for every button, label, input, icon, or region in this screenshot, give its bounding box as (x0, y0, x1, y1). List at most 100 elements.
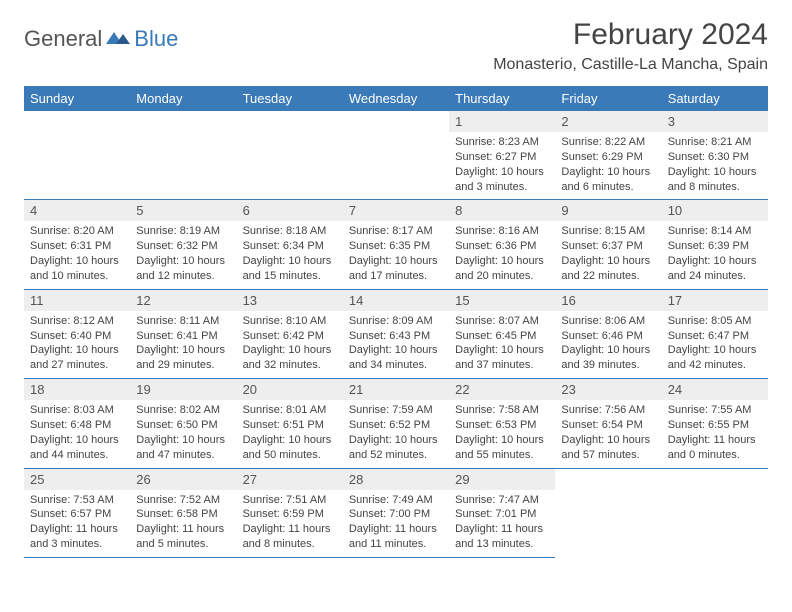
day-number: 12 (130, 290, 236, 311)
calendar-week-row: 11Sunrise: 8:12 AMSunset: 6:40 PMDayligh… (24, 289, 768, 378)
weekday-header: Saturday (662, 86, 768, 111)
day-details: Sunrise: 8:22 AMSunset: 6:29 PMDaylight:… (555, 132, 661, 199)
day-number: 4 (24, 200, 130, 221)
calendar-day-cell: 19Sunrise: 8:02 AMSunset: 6:50 PMDayligh… (130, 379, 236, 468)
day-number: 25 (24, 469, 130, 490)
calendar-empty-cell (343, 111, 449, 200)
calendar-day-cell: 2Sunrise: 8:22 AMSunset: 6:29 PMDaylight… (555, 111, 661, 200)
day-details: Sunrise: 7:59 AMSunset: 6:52 PMDaylight:… (343, 400, 449, 467)
calendar-day-cell: 27Sunrise: 7:51 AMSunset: 6:59 PMDayligh… (237, 468, 343, 557)
day-details: Sunrise: 8:12 AMSunset: 6:40 PMDaylight:… (24, 311, 130, 378)
day-details: Sunrise: 8:07 AMSunset: 6:45 PMDaylight:… (449, 311, 555, 378)
calendar-day-cell: 18Sunrise: 8:03 AMSunset: 6:48 PMDayligh… (24, 379, 130, 468)
day-number: 13 (237, 290, 343, 311)
brand-text-2: Blue (134, 26, 178, 52)
day-details: Sunrise: 8:03 AMSunset: 6:48 PMDaylight:… (24, 400, 130, 467)
day-number: 2 (555, 111, 661, 132)
day-number: 26 (130, 469, 236, 490)
day-number: 24 (662, 379, 768, 400)
day-details: Sunrise: 8:19 AMSunset: 6:32 PMDaylight:… (130, 221, 236, 288)
calendar-day-cell: 26Sunrise: 7:52 AMSunset: 6:58 PMDayligh… (130, 468, 236, 557)
day-number: 22 (449, 379, 555, 400)
calendar-day-cell: 5Sunrise: 8:19 AMSunset: 6:32 PMDaylight… (130, 200, 236, 289)
day-details: Sunrise: 8:06 AMSunset: 6:46 PMDaylight:… (555, 311, 661, 378)
calendar-day-cell: 14Sunrise: 8:09 AMSunset: 6:43 PMDayligh… (343, 289, 449, 378)
day-details: Sunrise: 8:01 AMSunset: 6:51 PMDaylight:… (237, 400, 343, 467)
calendar-day-cell: 11Sunrise: 8:12 AMSunset: 6:40 PMDayligh… (24, 289, 130, 378)
day-details: Sunrise: 8:05 AMSunset: 6:47 PMDaylight:… (662, 311, 768, 378)
calendar-week-row: 4Sunrise: 8:20 AMSunset: 6:31 PMDaylight… (24, 200, 768, 289)
location: Monasterio, Castille-La Mancha, Spain (493, 56, 768, 74)
day-details: Sunrise: 8:10 AMSunset: 6:42 PMDaylight:… (237, 311, 343, 378)
calendar-day-cell: 7Sunrise: 8:17 AMSunset: 6:35 PMDaylight… (343, 200, 449, 289)
day-number: 1 (449, 111, 555, 132)
calendar-day-cell: 23Sunrise: 7:56 AMSunset: 6:54 PMDayligh… (555, 379, 661, 468)
calendar-day-cell: 10Sunrise: 8:14 AMSunset: 6:39 PMDayligh… (662, 200, 768, 289)
weekday-header: Monday (130, 86, 236, 111)
weekday-header-row: SundayMondayTuesdayWednesdayThursdayFrid… (24, 86, 768, 111)
day-details: Sunrise: 7:53 AMSunset: 6:57 PMDaylight:… (24, 490, 130, 557)
day-number: 3 (662, 111, 768, 132)
day-details: Sunrise: 8:11 AMSunset: 6:41 PMDaylight:… (130, 311, 236, 378)
day-details: Sunrise: 8:20 AMSunset: 6:31 PMDaylight:… (24, 221, 130, 288)
day-details: Sunrise: 7:58 AMSunset: 6:53 PMDaylight:… (449, 400, 555, 467)
calendar-day-cell: 22Sunrise: 7:58 AMSunset: 6:53 PMDayligh… (449, 379, 555, 468)
calendar-day-cell: 29Sunrise: 7:47 AMSunset: 7:01 PMDayligh… (449, 468, 555, 557)
calendar-empty-cell (662, 468, 768, 557)
calendar-day-cell: 24Sunrise: 7:55 AMSunset: 6:55 PMDayligh… (662, 379, 768, 468)
day-number: 21 (343, 379, 449, 400)
month-title: February 2024 (493, 18, 768, 52)
calendar-day-cell: 28Sunrise: 7:49 AMSunset: 7:00 PMDayligh… (343, 468, 449, 557)
calendar-week-row: 1Sunrise: 8:23 AMSunset: 6:27 PMDaylight… (24, 111, 768, 200)
calendar-day-cell: 20Sunrise: 8:01 AMSunset: 6:51 PMDayligh… (237, 379, 343, 468)
day-details: Sunrise: 8:16 AMSunset: 6:36 PMDaylight:… (449, 221, 555, 288)
day-number: 8 (449, 200, 555, 221)
day-number: 16 (555, 290, 661, 311)
brand-text-1: General (24, 26, 102, 52)
day-details: Sunrise: 7:56 AMSunset: 6:54 PMDaylight:… (555, 400, 661, 467)
weekday-header: Tuesday (237, 86, 343, 111)
weekday-header: Sunday (24, 86, 130, 111)
weekday-header: Friday (555, 86, 661, 111)
weekday-header: Wednesday (343, 86, 449, 111)
day-details: Sunrise: 8:02 AMSunset: 6:50 PMDaylight:… (130, 400, 236, 467)
calendar-day-cell: 4Sunrise: 8:20 AMSunset: 6:31 PMDaylight… (24, 200, 130, 289)
day-details: Sunrise: 8:23 AMSunset: 6:27 PMDaylight:… (449, 132, 555, 199)
calendar-day-cell: 6Sunrise: 8:18 AMSunset: 6:34 PMDaylight… (237, 200, 343, 289)
calendar-day-cell: 13Sunrise: 8:10 AMSunset: 6:42 PMDayligh… (237, 289, 343, 378)
day-number: 9 (555, 200, 661, 221)
day-details: Sunrise: 7:49 AMSunset: 7:00 PMDaylight:… (343, 490, 449, 557)
day-number: 27 (237, 469, 343, 490)
calendar-day-cell: 9Sunrise: 8:15 AMSunset: 6:37 PMDaylight… (555, 200, 661, 289)
logo-icon (106, 30, 130, 48)
day-number: 17 (662, 290, 768, 311)
calendar-week-row: 25Sunrise: 7:53 AMSunset: 6:57 PMDayligh… (24, 468, 768, 557)
calendar-body: 1Sunrise: 8:23 AMSunset: 6:27 PMDaylight… (24, 111, 768, 557)
day-number: 10 (662, 200, 768, 221)
day-details: Sunrise: 7:55 AMSunset: 6:55 PMDaylight:… (662, 400, 768, 467)
calendar-day-cell: 17Sunrise: 8:05 AMSunset: 6:47 PMDayligh… (662, 289, 768, 378)
day-number: 5 (130, 200, 236, 221)
day-details: Sunrise: 8:14 AMSunset: 6:39 PMDaylight:… (662, 221, 768, 288)
day-number: 15 (449, 290, 555, 311)
calendar-day-cell: 16Sunrise: 8:06 AMSunset: 6:46 PMDayligh… (555, 289, 661, 378)
calendar-day-cell: 1Sunrise: 8:23 AMSunset: 6:27 PMDaylight… (449, 111, 555, 200)
weekday-header: Thursday (449, 86, 555, 111)
day-number: 19 (130, 379, 236, 400)
day-number: 7 (343, 200, 449, 221)
day-number: 14 (343, 290, 449, 311)
day-number: 29 (449, 469, 555, 490)
day-number: 28 (343, 469, 449, 490)
calendar-empty-cell (24, 111, 130, 200)
title-block: February 2024 Monasterio, Castille-La Ma… (493, 18, 768, 74)
calendar-empty-cell (555, 468, 661, 557)
calendar-day-cell: 12Sunrise: 8:11 AMSunset: 6:41 PMDayligh… (130, 289, 236, 378)
day-number: 6 (237, 200, 343, 221)
day-details: Sunrise: 8:18 AMSunset: 6:34 PMDaylight:… (237, 221, 343, 288)
calendar-empty-cell (237, 111, 343, 200)
day-details: Sunrise: 7:52 AMSunset: 6:58 PMDaylight:… (130, 490, 236, 557)
day-details: Sunrise: 8:21 AMSunset: 6:30 PMDaylight:… (662, 132, 768, 199)
calendar-day-cell: 21Sunrise: 7:59 AMSunset: 6:52 PMDayligh… (343, 379, 449, 468)
header: General Blue February 2024 Monasterio, C… (24, 18, 768, 74)
calendar-week-row: 18Sunrise: 8:03 AMSunset: 6:48 PMDayligh… (24, 379, 768, 468)
